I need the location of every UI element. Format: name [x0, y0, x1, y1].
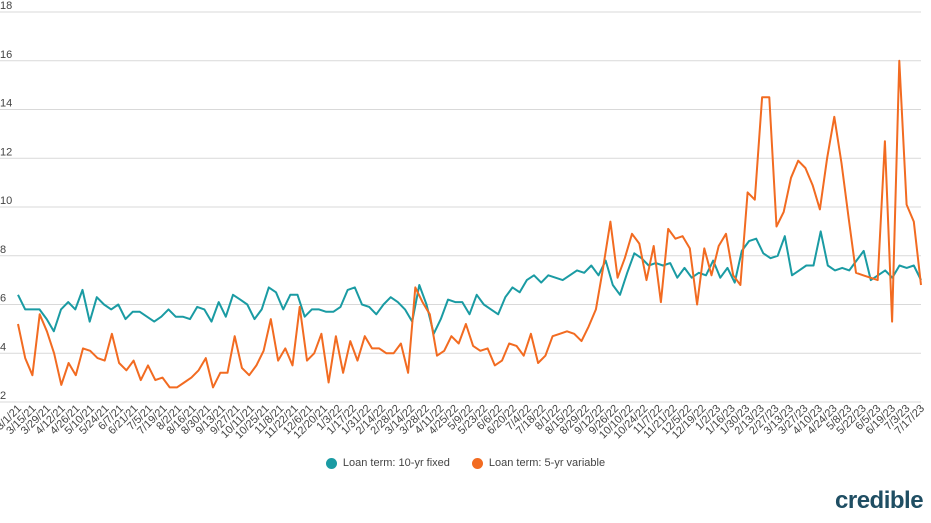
x-axis-ticks: 3/1/213/15/213/29/214/12/214/26/215/10/2…	[0, 403, 927, 442]
y-tick-label: 18	[0, 0, 12, 12]
y-tick-label: 16	[0, 49, 12, 61]
y-axis-ticks: 2 4 6 8 10 12 14 16 18	[0, 0, 12, 402]
legend-item-variable: Loan term: 5-yr variable	[471, 457, 606, 469]
y-tick-label: 8	[0, 244, 6, 256]
legend-label-fixed: Loan term: 10-yr fixed	[342, 457, 450, 469]
legend: Loan term: 10-yr fixed Loan term: 5-yr v…	[0, 457, 931, 469]
series-lines	[17, 59, 922, 389]
legend-item-fixed: Loan term: 10-yr fixed	[325, 457, 450, 469]
y-tick-label: 12	[0, 146, 12, 158]
legend-label-variable: Loan term: 5-yr variable	[488, 457, 606, 469]
gridlines	[0, 11, 921, 403]
series-line-1	[17, 59, 922, 389]
y-tick-label: 10	[0, 195, 12, 207]
y-tick-label: 14	[0, 98, 12, 110]
brand-logo: credible	[835, 487, 924, 514]
y-tick-label: 2	[0, 390, 6, 402]
y-tick-label: 4	[0, 341, 6, 353]
series-line-0	[17, 230, 922, 335]
y-tick-label: 6	[0, 293, 6, 305]
legend-swatch-fixed	[325, 457, 337, 469]
legend-swatch-variable	[471, 457, 483, 469]
